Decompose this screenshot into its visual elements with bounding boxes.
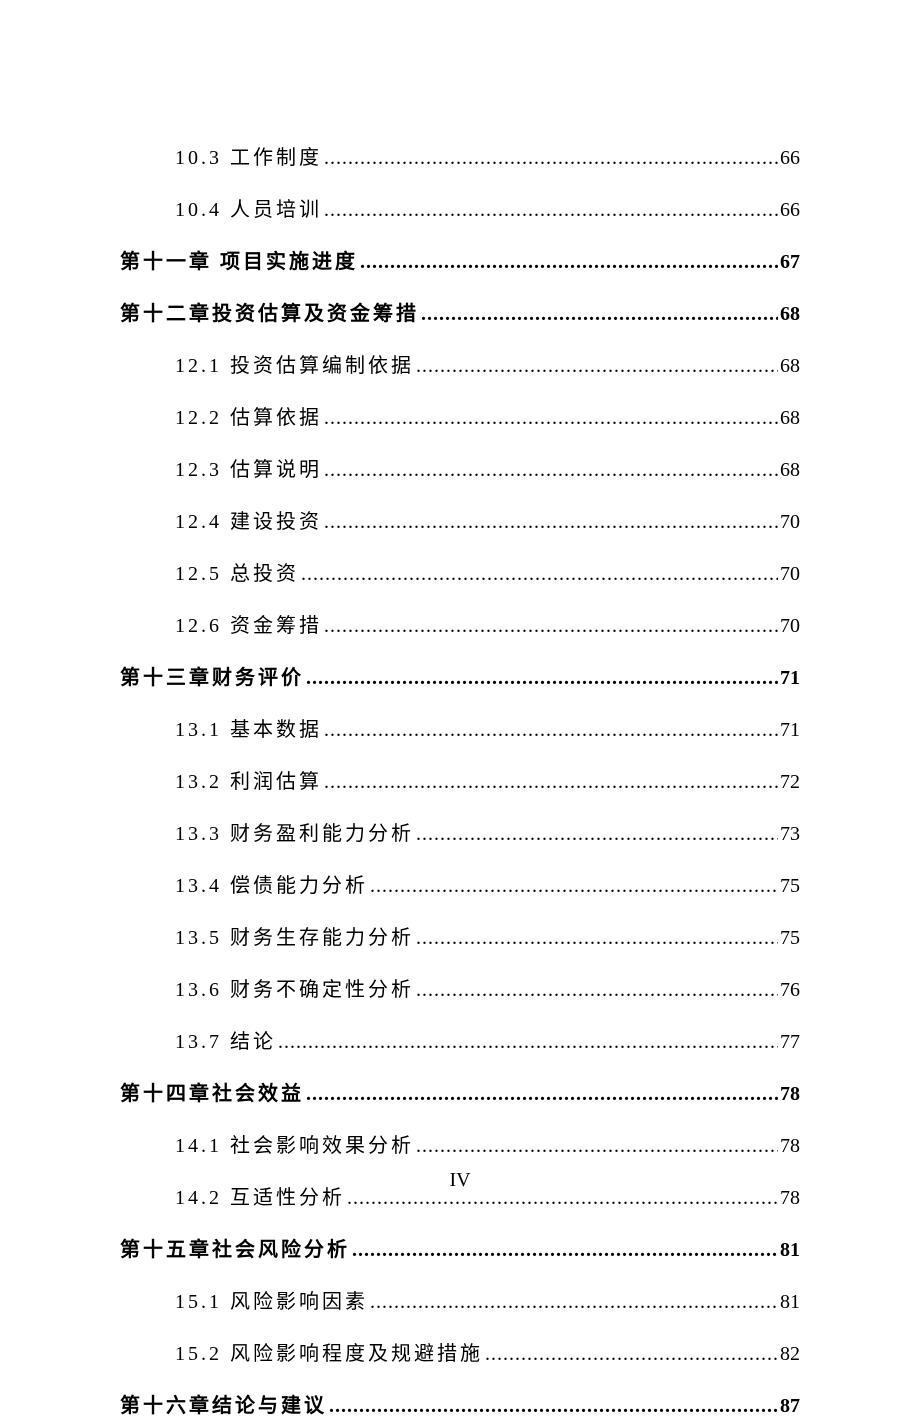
toc-section: 13.5 财务生存能力分析...........................… [120,920,800,956]
toc-dots: ........................................… [352,1232,778,1268]
toc-label: 13.5 财务生存能力分析 [175,920,414,956]
toc-label: 12.5 总投资 [175,556,299,592]
toc-page: 75 [780,920,800,956]
toc-page: 81 [780,1284,800,1320]
toc-page: 71 [780,712,800,748]
toc-label: 12.2 估算依据 [175,400,322,436]
toc-page: 66 [780,192,800,228]
toc-label: 第十一章 项目实施进度 [120,244,358,280]
toc-label: 13.6 财务不确定性分析 [175,972,414,1008]
toc-dots: ........................................… [416,1128,778,1164]
toc-chapter: 第十二章投资估算及资金筹措...........................… [120,296,800,332]
toc-dots: ........................................… [306,660,778,696]
toc-page: 68 [780,452,800,488]
toc-page: 81 [780,1232,800,1268]
toc-section: 12.1 投资估算编制依据...........................… [120,348,800,384]
toc-page: 68 [780,348,800,384]
toc-dots: ........................................… [416,920,778,956]
toc-section: 15.1 风险影响因素.............................… [120,1284,800,1320]
toc-section: 12.2 估算依据...............................… [120,400,800,436]
toc-label: 第十六章结论与建议 [120,1388,327,1424]
toc-dots: ........................................… [324,764,778,800]
toc-section: 14.1 社会影响效果分析...........................… [120,1128,800,1164]
toc-dots: ........................................… [329,1388,778,1424]
toc-chapter: 第十一章 项目实施进度.............................… [120,244,800,280]
toc-label: 10.3 工作制度 [175,140,322,176]
toc-label: 13.2 利润估算 [175,764,322,800]
toc-dots: ........................................… [485,1336,778,1372]
toc-chapter: 第十六章结论与建议...............................… [120,1388,800,1424]
toc-dots: ........................................… [324,712,778,748]
toc-dots: ........................................… [324,192,778,228]
toc-dots: ........................................… [324,608,778,644]
toc-section: 13.7 结论.................................… [120,1024,800,1060]
toc-label: 12.1 投资估算编制依据 [175,348,414,384]
toc-section: 13.4 偿债能力分析.............................… [120,868,800,904]
toc-section: 10.4 人员培训...............................… [120,192,800,228]
toc-label: 13.1 基本数据 [175,712,322,748]
toc-page: 77 [780,1024,800,1060]
toc-section: 13.1 基本数据...............................… [120,712,800,748]
toc-label: 13.7 结论 [175,1024,276,1060]
toc-chapter: 第十五章社会风险分析..............................… [120,1232,800,1268]
toc-dots: ........................................… [360,244,778,280]
toc-page: 68 [780,296,800,332]
toc-page: 66 [780,140,800,176]
toc-dots: ........................................… [416,348,778,384]
toc-label: 14.1 社会影响效果分析 [175,1128,414,1164]
toc-label: 第十二章投资估算及资金筹措 [120,296,419,332]
toc-label: 10.4 人员培训 [175,192,322,228]
toc-page: 87 [780,1388,800,1424]
toc-dots: ........................................… [370,868,778,904]
toc-dots: ........................................… [416,816,778,852]
toc-dots: ........................................… [301,556,778,592]
toc-label: 第十五章社会风险分析 [120,1232,350,1268]
toc-label: 15.2 风险影响程度及规避措施 [175,1336,483,1372]
toc-page: 78 [780,1128,800,1164]
toc-page: 70 [780,556,800,592]
toc-page: 82 [780,1336,800,1372]
toc-page: 71 [780,660,800,696]
toc-section: 13.2 利润估算...............................… [120,764,800,800]
toc-label: 12.3 估算说明 [175,452,322,488]
toc-dots: ........................................… [324,400,778,436]
toc-page: 73 [780,816,800,852]
toc-section: 12.3 估算说明...............................… [120,452,800,488]
toc-page: 68 [780,400,800,436]
toc-container: 10.3 工作制度...............................… [0,0,920,1424]
toc-dots: ........................................… [324,504,778,540]
toc-section: 12.4 建设投资...............................… [120,504,800,540]
toc-section: 10.3 工作制度...............................… [120,140,800,176]
toc-label: 第十四章社会效益 [120,1076,304,1112]
toc-label: 13.3 财务盈利能力分析 [175,816,414,852]
toc-page: 78 [780,1076,800,1112]
toc-dots: ........................................… [306,1076,778,1112]
toc-dots: ........................................… [324,140,778,176]
toc-dots: ........................................… [416,972,778,1008]
toc-dots: ........................................… [370,1284,778,1320]
toc-section: 15.2 风险影响程度及规避措施........................… [120,1336,800,1372]
toc-label: 13.4 偿债能力分析 [175,868,368,904]
toc-page: 70 [780,504,800,540]
toc-label: 12.6 资金筹措 [175,608,322,644]
toc-section: 13.3 财务盈利能力分析...........................… [120,816,800,852]
toc-label: 第十三章财务评价 [120,660,304,696]
toc-page: 75 [780,868,800,904]
toc-label: 15.1 风险影响因素 [175,1284,368,1320]
toc-dots: ........................................… [421,296,778,332]
toc-section: 13.6 财务不确定性分析...........................… [120,972,800,1008]
toc-label: 12.4 建设投资 [175,504,322,540]
toc-dots: ........................................… [324,452,778,488]
toc-section: 12.6 资金筹措...............................… [120,608,800,644]
toc-page: 70 [780,608,800,644]
toc-chapter: 第十四章社会效益................................… [120,1076,800,1112]
toc-page: 67 [780,244,800,280]
page-number: IV [0,1169,920,1192]
toc-dots: ........................................… [278,1024,778,1060]
toc-chapter: 第十三章财务评价................................… [120,660,800,696]
toc-page: 72 [780,764,800,800]
toc-page: 76 [780,972,800,1008]
toc-section: 12.5 总投资................................… [120,556,800,592]
